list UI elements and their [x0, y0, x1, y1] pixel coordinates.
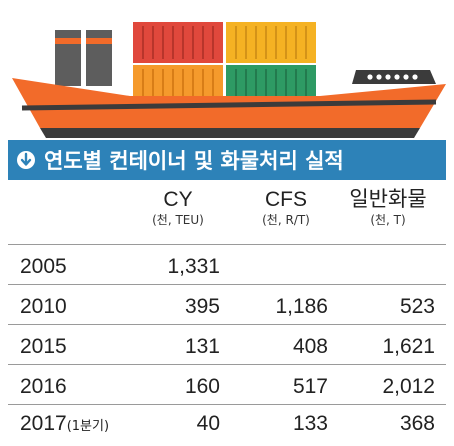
row-year-suffix: (1분기) [66, 419, 110, 434]
cell-general [318, 245, 435, 289]
table-row: 2016 160 517 2,012 [8, 364, 446, 409]
col-header-general-name: 일반화물 [349, 188, 427, 211]
table-row: 2010 395 1,186 523 [8, 284, 446, 329]
table-row: 2017(1분기) 40 133 368 [8, 404, 446, 443]
row-year-label: 2017 [20, 412, 67, 435]
row-year: 2016 [20, 365, 150, 409]
cell-cy: 1,331 [167, 255, 220, 278]
data-table: CY (천, TEU) CFS (천, R/T) 일반화물 (천, T) 200… [8, 180, 446, 442]
funnel-right [86, 30, 112, 86]
row-year: 2017(1분기) [20, 405, 150, 443]
cell-cy: 160 [184, 375, 220, 398]
container-orange-bottom [133, 65, 223, 101]
title-bar: 연도별 컨테이너 및 화물처리 실적 [8, 140, 446, 180]
col-header-cfs: CFS (천, R/T) [236, 188, 336, 228]
row-year-label: 2016 [20, 375, 67, 398]
col-header-cfs-name: CFS [265, 188, 307, 211]
row-year: 2010 [20, 285, 150, 329]
ship-bridge [352, 70, 436, 84]
col-header-cy: CY (천, TEU) [128, 188, 228, 228]
table-row: 2015 131 408 1,621 [8, 324, 446, 369]
cell-cfs: 408 [292, 335, 328, 358]
ship-hull [12, 78, 446, 138]
cell-cfs: 133 [292, 412, 328, 435]
row-year-label: 2015 [20, 335, 67, 358]
row-year: 2005 [20, 245, 150, 289]
table-row: 2005 1,331 [8, 244, 446, 289]
cell-cfs [218, 245, 328, 289]
down-arrow-circle-icon [17, 151, 35, 169]
cell-general: 523 [399, 295, 435, 318]
col-header-general-unit: (천, T) [370, 213, 406, 227]
col-header-cfs-unit: (천, R/T) [262, 213, 310, 227]
container-yellow-top [226, 22, 316, 63]
cell-cy: 131 [184, 335, 220, 358]
funnel-left [55, 30, 81, 86]
col-header-cy-name: CY [163, 188, 193, 211]
cell-cy: 395 [184, 295, 220, 318]
row-year-label: 2010 [20, 295, 67, 318]
cell-cy: 40 [196, 412, 220, 435]
cell-cfs: 517 [292, 375, 328, 398]
cargo-ship-icon [12, 22, 446, 138]
col-header-cy-unit: (천, TEU) [152, 213, 204, 227]
row-year-label: 2005 [20, 255, 67, 278]
col-header-general: 일반화물 (천, T) [338, 188, 438, 228]
cell-general: 368 [399, 412, 435, 435]
cell-cfs: 1,186 [275, 295, 328, 318]
cell-general: 2,012 [382, 375, 435, 398]
container-green-bottom [226, 65, 316, 101]
chart-title: 연도별 컨테이너 및 화물처리 실적 [44, 149, 344, 173]
container-red-top [133, 22, 223, 63]
cell-general: 1,621 [382, 335, 435, 358]
row-year: 2015 [20, 325, 150, 369]
